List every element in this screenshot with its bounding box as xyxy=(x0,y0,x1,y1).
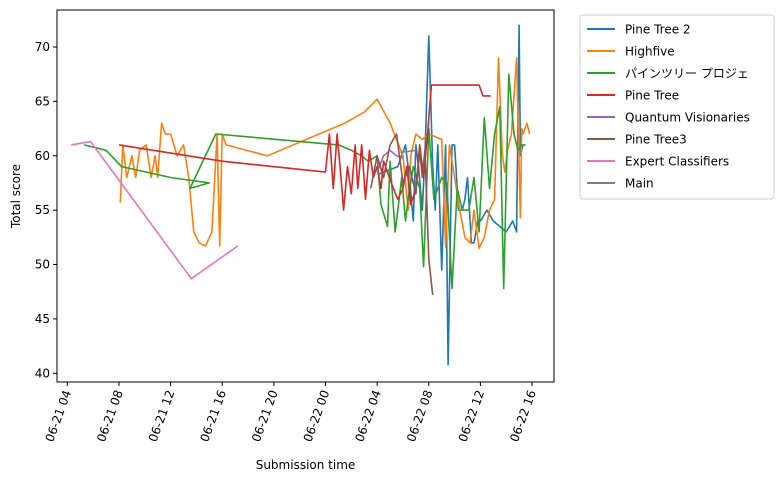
legend-label-5: Pine Tree3 xyxy=(625,133,687,147)
y-tick-label: 55 xyxy=(35,203,50,217)
legend-label-7: Main xyxy=(625,177,654,191)
legend-label-0: Pine Tree 2 xyxy=(625,23,691,37)
legend-label-4: Quantum Visionaries xyxy=(625,111,750,125)
axes: 06-21 04 06-21 08 06-21 12 06-21 16 06-21 20… xyxy=(9,9,555,472)
y-tick-label: 50 xyxy=(35,258,50,272)
x-tick-label: 06-22 04 xyxy=(352,388,384,443)
x-tick-label: 06-21 20 xyxy=(249,388,281,443)
series-line-3 xyxy=(118,84,491,211)
legend-label-3: Pine Tree xyxy=(625,89,679,103)
x-tick-label: 06-21 04 xyxy=(43,388,75,443)
y-axis-label: Total score xyxy=(9,164,23,229)
series-line-4 xyxy=(376,149,404,173)
x-tick-label: 06-21 16 xyxy=(197,388,229,443)
series-line-5 xyxy=(369,133,434,296)
x-axis-label: Submission time xyxy=(256,458,356,472)
y-tick-label: 65 xyxy=(35,94,50,108)
legend-label-6: Expert Classifiers xyxy=(625,155,729,169)
legend-box xyxy=(579,14,775,200)
series-line-7 xyxy=(400,149,417,154)
series-line-6 xyxy=(71,140,239,280)
series-line-2 xyxy=(83,73,526,290)
x-tick-label: 06-22 00 xyxy=(301,388,333,443)
x-tick-label: 06-21 12 xyxy=(146,388,178,443)
plot-lines xyxy=(71,24,531,366)
y-tick-label: 45 xyxy=(35,312,50,326)
x-tick-label: 06-21 08 xyxy=(94,388,126,443)
x-tick-label: 06-22 08 xyxy=(404,388,436,443)
axes-frame xyxy=(56,9,555,383)
legend-label-1: Highfive xyxy=(625,45,675,59)
x-tick-label: 06-22 12 xyxy=(456,388,488,443)
legend: Pine Tree 2 Highfive パインツリー プロジェ Pine Tree Q… xyxy=(579,14,775,200)
y-tick-label: 40 xyxy=(35,366,50,380)
legend-label-2: パインツリー プロジェ xyxy=(625,67,749,81)
series-line-1 xyxy=(119,57,531,249)
x-tick-label: 06-22 16 xyxy=(507,388,539,443)
y-tick-label: 70 xyxy=(35,40,50,54)
y-tick-label: 60 xyxy=(35,149,50,163)
